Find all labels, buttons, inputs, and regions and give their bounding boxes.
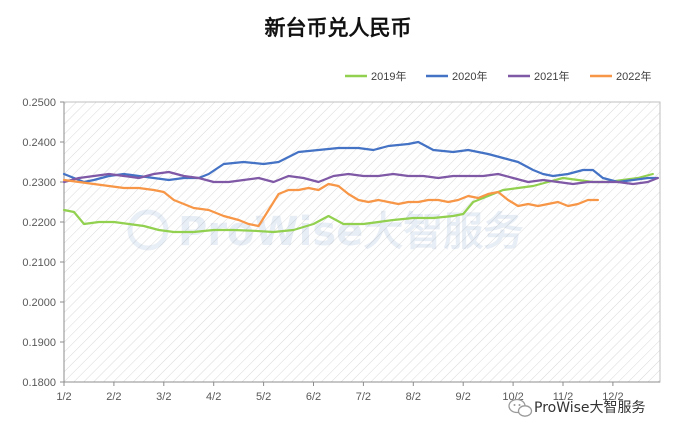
x-tick-label: 5/2 xyxy=(256,391,271,403)
series-line-2 xyxy=(62,140,659,184)
legend-label: 2020年 xyxy=(452,69,487,83)
y-tick-label: 0.2100 xyxy=(22,257,56,269)
x-tick-label: 7/2 xyxy=(356,391,371,403)
x-tick-label: 12/2 xyxy=(602,391,623,403)
y-axis: 0.1800 0.1900 0.2000 0.2100 0.2200 0.2300 0.24… xyxy=(22,97,65,389)
legend-label: 2021年 xyxy=(534,69,569,83)
y-tick-label: 0.2400 xyxy=(22,137,56,149)
series-line-3 xyxy=(62,170,659,186)
footer-brand: ProWise大智服务 xyxy=(508,398,646,417)
x-tick-label: 10/2 xyxy=(502,391,523,403)
y-tick-label: 0.2200 xyxy=(22,217,56,229)
y-tick-label: 0.2500 xyxy=(22,97,56,109)
x-axis: 1/2 2/2 3/2 4/2 5/2 6/2 7/2 8/2 9/2 10/2 11/2 12/2 xyxy=(56,381,660,403)
series-line-1 xyxy=(62,172,654,234)
x-tick-label: 11/2 xyxy=(553,391,574,403)
x-tick-label: 4/2 xyxy=(206,391,221,403)
watermark: ProWise大智服务 xyxy=(127,209,523,255)
x-tick-label: 2/2 xyxy=(106,391,121,403)
x-tick-label: 8/2 xyxy=(406,391,421,403)
y-tick-label: 0.1900 xyxy=(22,337,56,349)
watermark-text: ProWise大智服务 xyxy=(178,209,523,255)
x-tick-label: 6/2 xyxy=(306,391,321,403)
x-tick-label: 1/2 xyxy=(56,391,71,403)
x-tick-label: 3/2 xyxy=(156,391,171,403)
legend-label: 2022年 xyxy=(616,69,651,83)
series-line-4 xyxy=(62,178,599,228)
x-tick-label: 9/2 xyxy=(456,391,471,403)
footer-brand-text: ProWise大智服务 xyxy=(534,400,646,416)
legend-label: 2019年 xyxy=(371,69,406,83)
y-tick-label: 0.2300 xyxy=(22,177,56,189)
chart-title: 新台币兑人民币 xyxy=(265,16,412,40)
series-layer xyxy=(62,140,659,234)
y-tick-label: 0.1800 xyxy=(22,377,56,389)
wechat-icon xyxy=(508,398,533,417)
legend: 2019年 2020年 2021年 2022年 xyxy=(345,69,651,83)
y-tick-label: 0.2000 xyxy=(22,297,56,309)
